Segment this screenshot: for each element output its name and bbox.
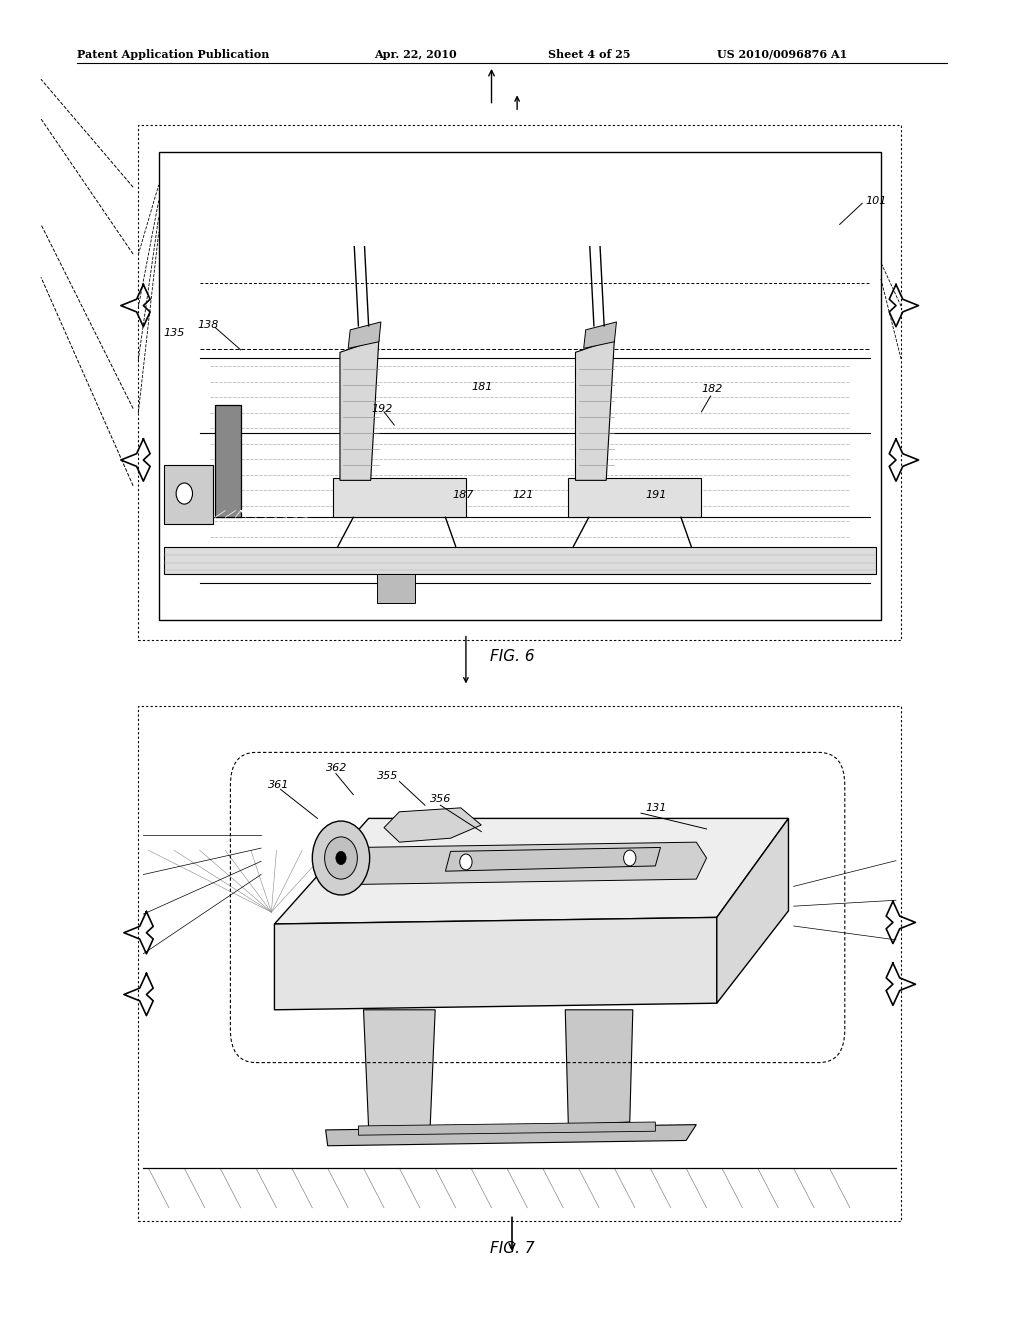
Polygon shape	[164, 546, 876, 573]
Bar	[159, 152, 881, 620]
Text: 181: 181	[471, 381, 493, 392]
Text: 135: 135	[164, 327, 185, 338]
Polygon shape	[348, 842, 707, 884]
Circle shape	[312, 821, 370, 895]
Polygon shape	[340, 339, 379, 480]
Text: US 2010/0096876 A1: US 2010/0096876 A1	[717, 49, 847, 59]
Circle shape	[176, 483, 193, 504]
Text: 182: 182	[701, 384, 723, 395]
Circle shape	[460, 854, 472, 870]
Polygon shape	[274, 917, 717, 1010]
Text: 101: 101	[865, 195, 887, 206]
Polygon shape	[565, 1010, 633, 1125]
Bar	[138, 125, 901, 640]
Circle shape	[624, 850, 636, 866]
Polygon shape	[274, 818, 788, 924]
Text: 356: 356	[430, 793, 452, 804]
Polygon shape	[348, 322, 381, 348]
Polygon shape	[326, 1125, 696, 1146]
Text: 121: 121	[512, 490, 534, 500]
Text: 187: 187	[453, 490, 474, 500]
Bar	[138, 706, 901, 1221]
Text: 138: 138	[198, 319, 219, 330]
Circle shape	[325, 837, 357, 879]
Polygon shape	[333, 478, 466, 517]
Polygon shape	[584, 322, 616, 348]
Text: Sheet 4 of 25: Sheet 4 of 25	[548, 49, 631, 59]
Text: 355: 355	[377, 771, 398, 781]
Polygon shape	[215, 405, 241, 517]
Text: 361: 361	[268, 780, 290, 791]
Text: Patent Application Publication: Patent Application Publication	[77, 49, 269, 59]
Text: 191: 191	[645, 490, 667, 500]
Polygon shape	[364, 1010, 435, 1129]
Polygon shape	[568, 478, 701, 517]
Polygon shape	[358, 1122, 655, 1135]
Polygon shape	[445, 847, 660, 871]
Text: Apr. 22, 2010: Apr. 22, 2010	[374, 49, 457, 59]
Polygon shape	[164, 465, 213, 524]
Text: FIG. 6: FIG. 6	[489, 649, 535, 664]
Polygon shape	[717, 818, 788, 1003]
Text: 131: 131	[645, 803, 667, 813]
Polygon shape	[377, 573, 415, 602]
Text: 362: 362	[326, 763, 347, 774]
Text: 192: 192	[372, 404, 393, 414]
Polygon shape	[575, 339, 614, 480]
Circle shape	[336, 851, 346, 865]
Text: FIG. 7: FIG. 7	[489, 1241, 535, 1255]
Polygon shape	[384, 808, 481, 842]
